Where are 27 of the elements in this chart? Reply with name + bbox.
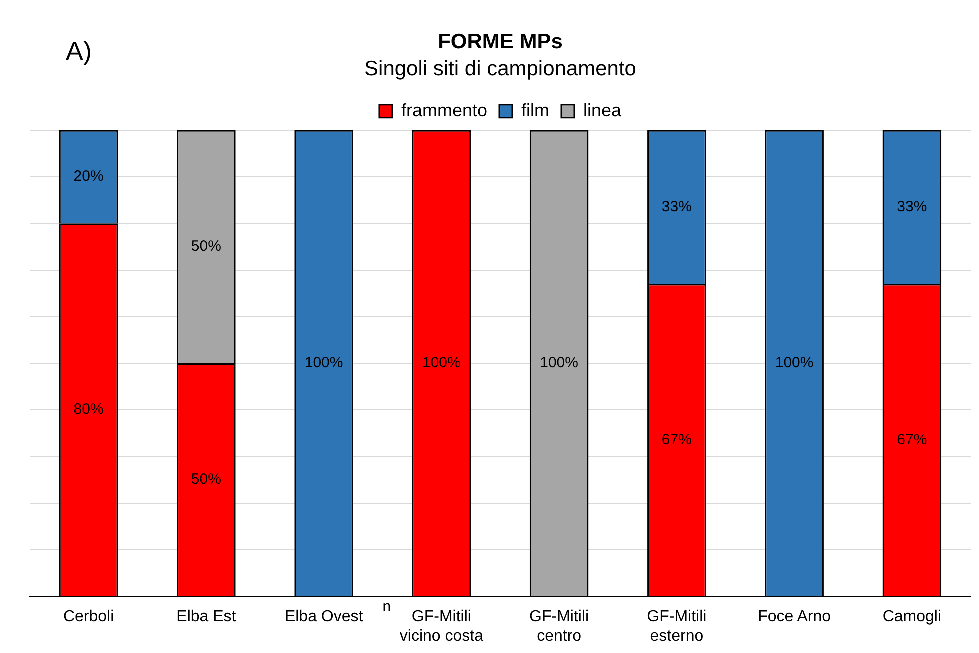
data-label: 100% <box>775 354 814 372</box>
data-label: 100% <box>540 354 578 372</box>
data-label: 67% <box>897 431 928 448</box>
data-label: 100% <box>304 354 344 372</box>
x-tick-label: Elba Est <box>176 608 237 626</box>
legend-label: linea <box>583 100 623 120</box>
x-tick-label: Cerboli <box>63 608 114 626</box>
x-tick-label: GF-Mitili centro <box>530 608 590 645</box>
x-tick-label: Camogli <box>882 608 942 626</box>
data-label: 20% <box>74 168 104 186</box>
data-label: 100% <box>422 354 461 372</box>
legend-label: film <box>522 100 550 120</box>
x-tick-label: GF-Mitili vicino costa <box>400 608 484 645</box>
data-label: 80% <box>74 401 104 418</box>
x-tick-label: Foce Arno <box>758 608 832 626</box>
data-label: 50% <box>191 238 222 256</box>
text: A) <box>66 36 92 66</box>
chart-title: FORME MPs <box>438 30 563 54</box>
data-label: 33% <box>897 198 928 216</box>
data-label: 33% <box>662 198 692 216</box>
data-label: 67% <box>662 431 692 448</box>
x-tick-label: GF-Mitili esterno <box>647 608 707 645</box>
text: n <box>382 598 392 616</box>
chart-subtitle: Singoli siti di campionamento <box>364 58 636 81</box>
x-tick-label: Elba Ovest <box>284 608 364 626</box>
data-label: 50% <box>191 470 222 488</box>
legend-label: frammento <box>401 100 488 120</box>
